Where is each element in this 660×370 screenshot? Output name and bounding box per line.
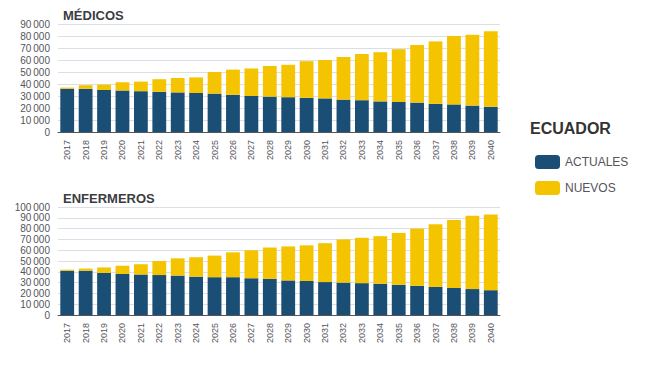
svg-text:2035: 2035 [394,140,404,160]
svg-text:0: 0 [44,310,50,321]
svg-text:2029: 2029 [283,140,293,160]
svg-text:70 000: 70 000 [20,43,50,54]
svg-text:2039: 2039 [467,323,477,343]
svg-text:2022: 2022 [154,140,164,160]
svg-text:90 000: 90 000 [20,212,50,223]
svg-text:30 000: 30 000 [20,91,50,102]
svg-text:2035: 2035 [394,323,404,343]
svg-text:40 000: 40 000 [20,79,50,90]
svg-text:2034: 2034 [375,140,385,160]
svg-text:2028: 2028 [265,140,275,160]
svg-text:2031: 2031 [320,323,330,343]
svg-text:70 000: 70 000 [20,234,50,245]
svg-text:2020: 2020 [117,140,127,160]
svg-text:90 000: 90 000 [20,19,50,30]
svg-text:2034: 2034 [375,323,385,343]
svg-text:100 000: 100 000 [15,202,51,213]
svg-text:2017: 2017 [62,323,72,343]
svg-text:2026: 2026 [228,140,238,160]
svg-text:60 000: 60 000 [20,55,50,66]
svg-text:NUEVOS: NUEVOS [565,181,616,195]
svg-text:20 000: 20 000 [20,288,50,299]
svg-text:2030: 2030 [302,323,312,343]
svg-text:2029: 2029 [283,323,293,343]
svg-text:2022: 2022 [154,323,164,343]
svg-text:2038: 2038 [449,323,459,343]
svg-text:40 000: 40 000 [20,266,50,277]
svg-text:80 000: 80 000 [20,31,50,42]
svg-text:ACTUALES: ACTUALES [565,155,628,169]
svg-text:2040: 2040 [486,323,496,343]
svg-text:2030: 2030 [302,140,312,160]
svg-text:50 000: 50 000 [20,256,50,267]
svg-text:2033: 2033 [357,323,367,343]
svg-text:30 000: 30 000 [20,277,50,288]
svg-text:2024: 2024 [191,140,201,160]
svg-text:2039: 2039 [467,140,477,160]
svg-text:10 000: 10 000 [20,299,50,310]
svg-text:MÉDICOS: MÉDICOS [63,8,124,23]
svg-text:2038: 2038 [449,140,459,160]
svg-text:2020: 2020 [117,323,127,343]
svg-text:10 000: 10 000 [20,115,50,126]
svg-text:20 000: 20 000 [20,103,50,114]
svg-text:60 000: 60 000 [20,245,50,256]
svg-text:2027: 2027 [246,140,256,160]
svg-text:2018: 2018 [81,323,91,343]
svg-text:2040: 2040 [486,140,496,160]
svg-text:ENFERMEROS: ENFERMEROS [63,191,155,206]
svg-text:2021: 2021 [136,140,146,160]
svg-text:2028: 2028 [265,323,275,343]
svg-text:50 000: 50 000 [20,67,50,78]
svg-text:0: 0 [44,127,50,138]
svg-text:2027: 2027 [246,323,256,343]
svg-text:2019: 2019 [99,140,109,160]
svg-text:2036: 2036 [412,323,422,343]
svg-text:2037: 2037 [431,323,441,343]
svg-text:2017: 2017 [62,140,72,160]
svg-text:2019: 2019 [99,323,109,343]
svg-text:2023: 2023 [173,140,183,160]
svg-text:2023: 2023 [173,323,183,343]
svg-text:2033: 2033 [357,140,367,160]
svg-text:2018: 2018 [81,140,91,160]
svg-text:2026: 2026 [228,323,238,343]
svg-text:2032: 2032 [338,140,348,160]
svg-text:2036: 2036 [412,140,422,160]
svg-text:2037: 2037 [431,140,441,160]
svg-text:80 000: 80 000 [20,223,50,234]
svg-text:2021: 2021 [136,323,146,343]
svg-text:2025: 2025 [210,140,220,160]
svg-text:2025: 2025 [210,323,220,343]
svg-text:2024: 2024 [191,323,201,343]
svg-text:2031: 2031 [320,140,330,160]
svg-text:ECUADOR: ECUADOR [530,120,611,137]
svg-text:2032: 2032 [338,323,348,343]
